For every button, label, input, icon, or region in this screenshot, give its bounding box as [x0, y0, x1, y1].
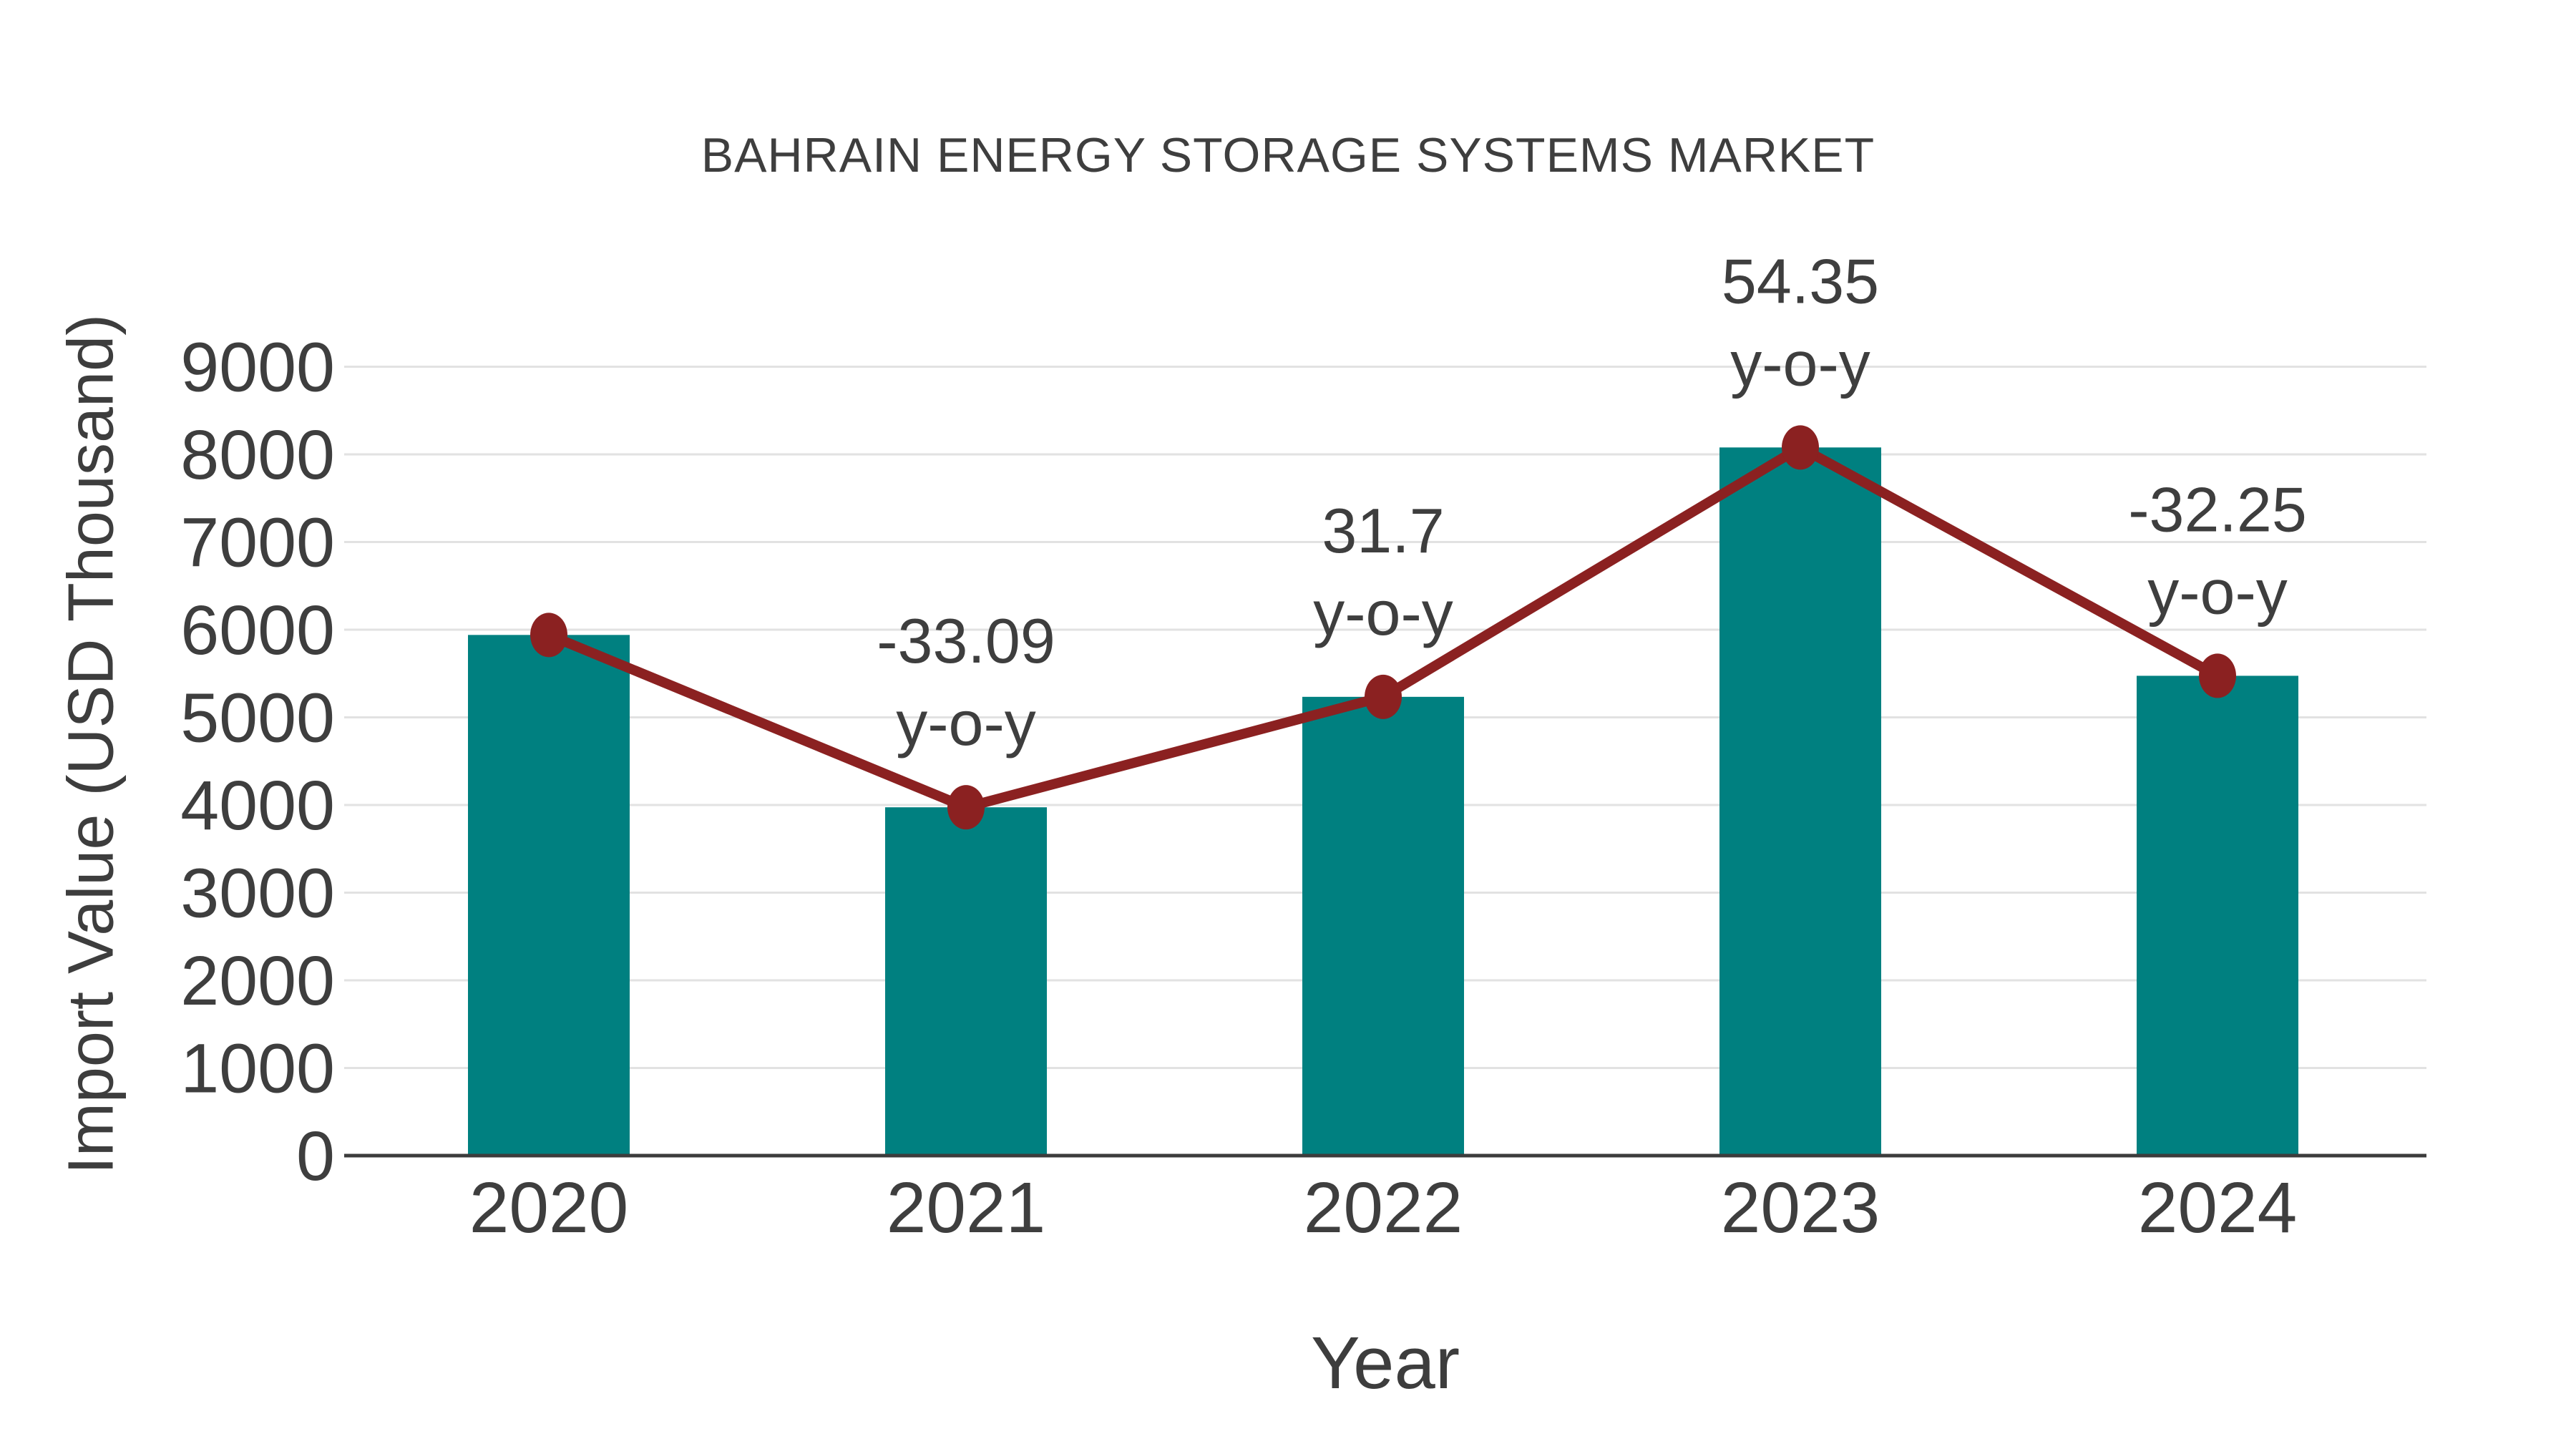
bar-2022	[1302, 696, 1464, 1156]
chart-title: BAHRAIN ENERGY STORAGE SYSTEMS MARKET	[701, 128, 1875, 182]
y-tick-label-5000: 5000	[180, 679, 335, 757]
bar-2020	[468, 635, 630, 1156]
bar-2023	[1719, 447, 1881, 1156]
x-tick-label-2020: 2020	[469, 1168, 628, 1248]
annotation-value-2024: -32.25	[2128, 474, 2307, 545]
y-tick-label-3000: 3000	[180, 854, 335, 932]
y-tick-label-1000: 1000	[180, 1030, 335, 1108]
y-tick-label-7000: 7000	[180, 504, 335, 582]
annotation-yoy-2022: y-o-y	[1313, 577, 1453, 648]
y-tick-label-9000: 9000	[180, 328, 335, 406]
x-tick-label-2023: 2023	[1721, 1168, 1880, 1248]
bar-2024	[2137, 675, 2298, 1156]
y-tick-label-8000: 8000	[180, 416, 335, 494]
trend-marker-2021	[947, 785, 985, 830]
trend-marker-2022	[1365, 674, 1402, 719]
y-tick-label-2000: 2000	[180, 942, 335, 1020]
x-tick-label-2024: 2024	[2138, 1168, 2297, 1248]
annotation-yoy-2023: y-o-y	[1730, 328, 1870, 399]
trend-marker-2020	[530, 613, 567, 658]
y-tick-label-4000: 4000	[180, 766, 335, 844]
x-tick-label-2022: 2022	[1304, 1168, 1463, 1248]
trend-marker-2024	[2199, 653, 2236, 698]
bar-2021	[885, 807, 1047, 1156]
annotation-value-2021: -33.09	[877, 605, 1055, 676]
trend-marker-2023	[1782, 425, 1819, 470]
annotation-yoy-2024: y-o-y	[2147, 556, 2288, 627]
annotation-yoy-2021: y-o-y	[896, 688, 1036, 758]
annotation-value-2023: 54.35	[1722, 245, 1879, 316]
y-tick-label-0: 0	[296, 1117, 335, 1195]
y-tick-label-6000: 6000	[180, 591, 335, 669]
annotation-value-2022: 31.7	[1322, 495, 1444, 566]
x-tick-label-2021: 2021	[887, 1168, 1045, 1248]
x-axis-title: Year	[1310, 1322, 1460, 1404]
